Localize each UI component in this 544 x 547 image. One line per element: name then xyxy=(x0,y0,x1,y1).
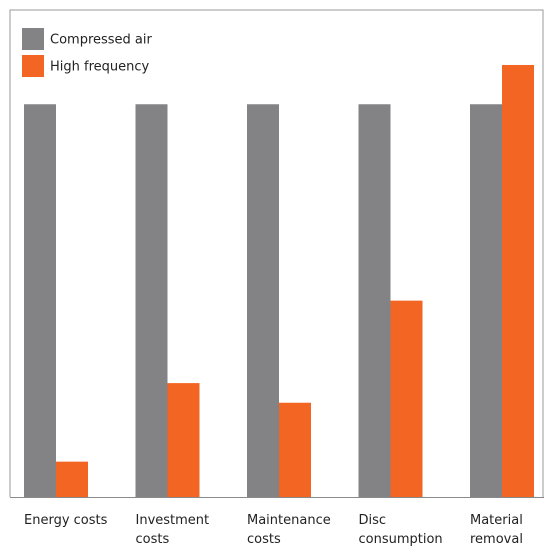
legend-label: Compressed air xyxy=(50,33,153,48)
x-tick-label: Disc consumption xyxy=(358,513,443,547)
bar xyxy=(56,461,88,497)
bar xyxy=(247,104,279,498)
frame xyxy=(9,9,544,497)
bar xyxy=(358,104,391,498)
bar xyxy=(135,104,168,498)
x-tick-label: Investment costs xyxy=(135,513,210,547)
legend-swatch xyxy=(22,28,44,50)
bar xyxy=(470,104,502,498)
x-tick-label: Maintenance costs xyxy=(247,513,331,547)
legend-label: High frequency xyxy=(50,60,150,75)
legend-swatch xyxy=(22,55,44,77)
bar xyxy=(502,64,534,497)
bar xyxy=(390,300,423,497)
bar xyxy=(24,104,56,498)
x-tick-label: Energy costs xyxy=(24,513,108,528)
bar xyxy=(167,383,200,497)
x-tick-label: Material removal xyxy=(470,513,523,547)
bar xyxy=(279,402,311,497)
